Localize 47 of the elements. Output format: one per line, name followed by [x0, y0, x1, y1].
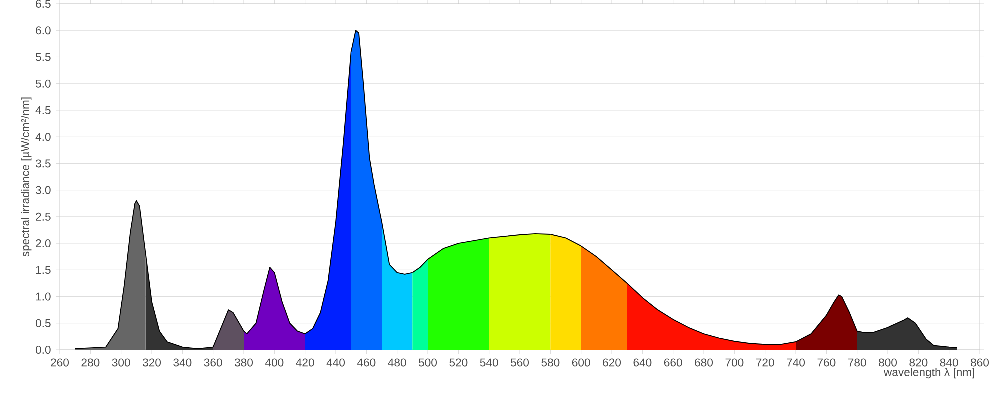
- x-tick-label: 320: [142, 358, 162, 367]
- x-tick-label: 340: [174, 358, 192, 367]
- x-tick-label: 420: [296, 358, 314, 367]
- x-tick-label: 860: [971, 358, 990, 367]
- y-tick-label: 3.5: [36, 160, 51, 168]
- y-tick-label: 6.0: [36, 26, 51, 35]
- x-tick-label: 740: [787, 358, 806, 367]
- x-tick-label: 600: [572, 358, 590, 367]
- x-tick-label: 660: [664, 358, 682, 367]
- x-tick-label: 720: [756, 358, 774, 367]
- x-tick-label: 480: [388, 358, 406, 367]
- x-tick-label: 560: [511, 358, 530, 367]
- y-tick-label: 6.5: [36, 0, 51, 8]
- x-tick-label: 780: [848, 358, 866, 367]
- x-tick-label: 640: [634, 358, 652, 367]
- x-tick-label: 380: [234, 358, 254, 367]
- y-tick-label: 2.0: [36, 240, 51, 248]
- y-tick-label: 2.5: [36, 212, 51, 221]
- x-tick-label: 280: [82, 358, 100, 367]
- x-tick-label: 820: [910, 358, 928, 367]
- y-tick-label: 1.0: [36, 292, 51, 301]
- y-tick-label: 4.0: [36, 133, 51, 142]
- x-tick-label: 760: [818, 358, 836, 367]
- x-tick-label: 360: [204, 358, 222, 367]
- x-tick-label: 500: [419, 358, 438, 367]
- x-tick-label: 800: [879, 358, 898, 367]
- x-tick-label: 840: [940, 358, 958, 367]
- x-tick-label: 400: [265, 358, 284, 367]
- x-tick-label: 520: [450, 358, 468, 367]
- y-tick-label: 4.5: [36, 106, 51, 114]
- y-tick-label: 1.5: [36, 266, 51, 274]
- x-tick-label: 680: [695, 358, 714, 367]
- y-tick-label: 5.0: [36, 80, 51, 88]
- x-tick-label: 300: [112, 358, 130, 367]
- y-tick-label: 3.0: [36, 186, 51, 194]
- x-tick-label: 440: [326, 358, 346, 367]
- y-tick-label: 5.5: [36, 53, 51, 62]
- y-axis-title: spectral irradiance [µW/cm²/nm]: [21, 98, 32, 257]
- y-tick-label: 0.5: [36, 319, 51, 328]
- x-tick-label: 620: [603, 358, 622, 367]
- x-tick-label: 540: [480, 358, 498, 367]
- x-tick-label: 580: [542, 358, 560, 367]
- y-tick-label: 0.0: [36, 346, 51, 354]
- x-tick-label: 700: [726, 358, 744, 367]
- x-axis-title: wavelength λ [nm]: [884, 368, 974, 379]
- x-tick-label: 260: [51, 358, 69, 367]
- x-tick-label: 460: [357, 358, 376, 367]
